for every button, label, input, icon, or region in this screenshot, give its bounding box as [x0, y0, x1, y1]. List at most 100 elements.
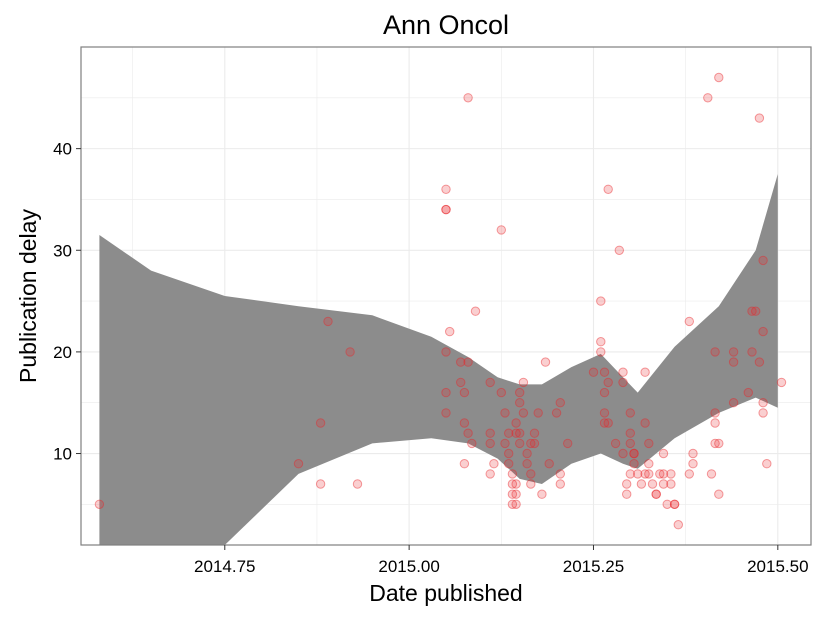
data-point — [529, 438, 540, 449]
data-point — [504, 459, 514, 469]
data-point — [629, 459, 639, 469]
data-point — [529, 428, 540, 438]
data-point — [507, 479, 518, 489]
data-point — [441, 184, 451, 195]
data-point — [293, 459, 304, 469]
data-point — [751, 306, 761, 316]
data-point — [666, 469, 676, 479]
y-tick-label: 20 — [53, 343, 72, 362]
data-point — [599, 387, 610, 398]
data-point — [603, 418, 613, 428]
data-point — [640, 418, 650, 428]
data-point — [463, 357, 473, 367]
data-point — [647, 479, 658, 489]
data-point — [511, 418, 521, 428]
data-point — [459, 459, 470, 469]
data-point — [684, 316, 694, 327]
data-point — [555, 469, 565, 479]
data-point — [603, 377, 613, 388]
data-point — [537, 489, 547, 499]
data-point — [651, 489, 661, 499]
data-point — [518, 408, 529, 418]
data-point — [441, 204, 451, 215]
data-point — [507, 469, 518, 479]
data-point — [629, 448, 639, 459]
data-point — [662, 499, 672, 509]
data-point — [684, 469, 694, 479]
data-point — [599, 408, 610, 418]
data-point — [496, 225, 506, 235]
data-point — [441, 347, 451, 357]
data-point — [640, 469, 650, 479]
data-point — [485, 438, 495, 449]
data-point — [526, 438, 536, 449]
data-point — [636, 479, 647, 489]
data-point — [507, 489, 518, 499]
data-point — [352, 479, 363, 489]
data-point — [703, 93, 713, 103]
data-point — [618, 377, 628, 388]
data-point — [714, 438, 724, 449]
data-point — [515, 428, 525, 438]
data-point — [710, 438, 720, 449]
data-point — [456, 357, 466, 367]
data-point — [610, 438, 621, 449]
data-point — [762, 459, 772, 469]
data-point — [688, 459, 698, 469]
data-point — [622, 489, 632, 499]
data-point — [599, 418, 610, 428]
data-point — [644, 469, 654, 479]
data-point — [459, 418, 470, 428]
data-point — [651, 489, 661, 499]
data-point — [441, 408, 451, 418]
data-point — [463, 93, 473, 103]
data-point — [666, 479, 676, 489]
data-point — [658, 448, 669, 459]
confidence-band — [99, 174, 778, 545]
data-point — [518, 377, 529, 388]
data-point — [673, 520, 683, 530]
points — [94, 72, 787, 530]
data-point — [758, 255, 768, 266]
data-point — [743, 387, 753, 398]
x-tick-label: 2015.50 — [747, 557, 808, 576]
y-tick-label: 30 — [53, 241, 72, 260]
data-point — [504, 428, 514, 438]
x-axis: 2014.75 2015.00 2015.25 2015.50 — [194, 545, 809, 576]
data-point — [644, 459, 654, 469]
data-point — [551, 408, 562, 418]
data-point — [511, 499, 521, 509]
chart-title: Ann Oncol — [383, 10, 509, 40]
data-point — [485, 469, 495, 479]
data-point — [526, 469, 536, 479]
data-point — [94, 499, 105, 509]
data-point — [658, 479, 669, 489]
data-point — [625, 438, 635, 449]
x-axis-title: Date published — [369, 580, 522, 606]
data-point — [776, 377, 787, 388]
data-point — [467, 438, 477, 449]
data-point — [747, 347, 757, 357]
x-tick-label: 2015.25 — [563, 557, 624, 576]
data-point — [728, 347, 739, 357]
data-point — [463, 428, 473, 438]
data-point — [470, 306, 481, 316]
data-point — [526, 479, 536, 489]
data-point — [522, 459, 532, 469]
data-point — [618, 448, 628, 459]
data-point — [596, 337, 606, 347]
y-axis-title: Publication delay — [15, 209, 41, 383]
x-tick-label: 2015.00 — [378, 557, 439, 576]
data-point — [629, 448, 639, 459]
data-point — [555, 479, 565, 489]
data-point — [618, 367, 628, 377]
data-point — [345, 347, 355, 357]
data-point — [445, 326, 455, 337]
data-point — [496, 387, 506, 398]
data-point — [710, 418, 720, 428]
data-point — [655, 469, 665, 479]
data-point — [728, 398, 739, 408]
data-point — [625, 428, 635, 438]
data-point — [511, 428, 521, 438]
data-point — [754, 113, 765, 123]
